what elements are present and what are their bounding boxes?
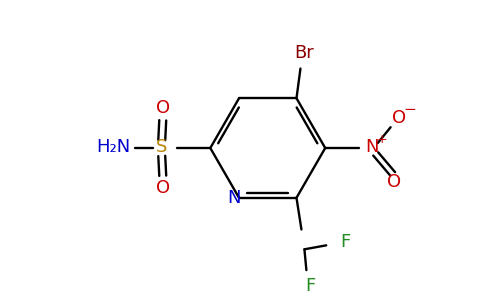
Text: F: F (340, 233, 350, 251)
Text: O: O (387, 173, 401, 191)
Text: O: O (156, 178, 170, 196)
Text: F: F (305, 277, 316, 295)
Text: Br: Br (295, 44, 314, 62)
Text: H₂N: H₂N (96, 138, 130, 156)
Text: O: O (393, 109, 407, 127)
Text: S: S (156, 138, 167, 156)
Text: O: O (156, 99, 170, 117)
Text: N: N (227, 189, 241, 207)
Text: N: N (365, 138, 378, 156)
Text: −: − (403, 102, 416, 117)
Text: +: + (377, 133, 387, 146)
